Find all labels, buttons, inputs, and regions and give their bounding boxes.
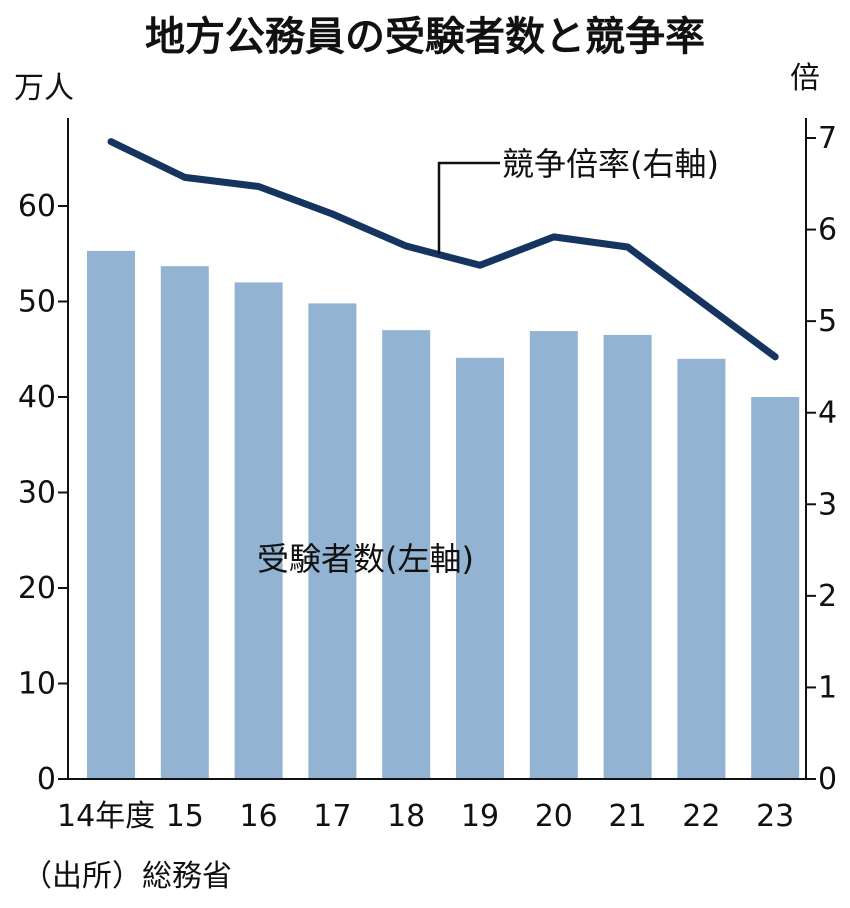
right-tick-label-4: 4 (818, 396, 837, 431)
x-tick-label-1: 15 (166, 799, 204, 834)
bar-2 (234, 282, 283, 779)
left-axis-unit: 万人 (14, 71, 74, 106)
left-tick-label-2: 20 (18, 571, 56, 606)
bar-3 (308, 303, 357, 779)
line-series-label: 競争倍率(右軸) (502, 145, 719, 183)
bar-4 (382, 330, 431, 779)
x-tick-label-3: 17 (313, 799, 351, 834)
right-tick-label-7: 7 (818, 121, 837, 156)
x-tick-label-2: 16 (240, 799, 278, 834)
bar-0 (87, 250, 135, 779)
right-axis-unit: 倍 (790, 61, 820, 96)
x-tick-label-4: 18 (387, 799, 425, 834)
line-series-leader (437, 161, 500, 254)
bar-7 (603, 334, 652, 779)
line-series (107, 138, 779, 361)
line-series-path (107, 138, 779, 361)
chart-title: 地方公務員の受験者数と競争率 (145, 14, 705, 60)
bar-6 (529, 331, 578, 779)
right-tick-label-2: 2 (818, 579, 837, 614)
left-tick-label-1: 10 (18, 667, 56, 702)
right-tick-label-6: 6 (818, 213, 837, 248)
right-tick-label-1: 1 (818, 670, 837, 705)
bar-5 (456, 357, 504, 779)
bar-8 (677, 358, 726, 779)
right-tick-label-5: 5 (818, 304, 837, 339)
right-tick-label-3: 3 (818, 487, 837, 522)
x-tick-label-8: 22 (682, 799, 720, 834)
bar-9 (751, 397, 800, 779)
x-tick-label-7: 21 (609, 799, 647, 834)
left-tick-label-5: 50 (18, 285, 56, 320)
bar-series (87, 250, 800, 779)
right-tick-label-0: 0 (818, 762, 837, 797)
left-tick-label-0: 0 (37, 762, 56, 797)
axes-group (58, 118, 816, 780)
bar-1 (160, 266, 209, 779)
x-tick-label-6: 20 (535, 799, 573, 834)
x-tick-label-5: 19 (461, 799, 499, 834)
bar-series-label: 受験者数(左軸) (257, 540, 474, 578)
left-tick-label-4: 40 (18, 380, 56, 415)
x-tick-label-9: 23 (756, 799, 794, 834)
source-note: （出所）総務省 (22, 859, 232, 894)
x-tick-label-0: 14年度 (57, 799, 155, 834)
left-tick-label-6: 60 (18, 189, 56, 224)
left-tick-label-3: 30 (18, 476, 56, 511)
